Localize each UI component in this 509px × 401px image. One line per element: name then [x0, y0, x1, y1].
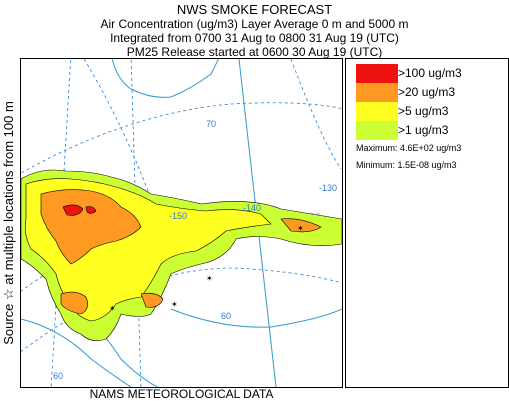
- release-info: PM25 Release started at 0600 30 Aug 19 (…: [126, 45, 383, 59]
- smoke-map[interactable]: 70 60 -150 -140 -130 60 ✶ ✶ ✶ ✶: [20, 58, 343, 388]
- lat-label-60: 60: [221, 311, 231, 321]
- integration-period: Integrated from 0700 31 Aug to 0800 31 A…: [110, 31, 399, 45]
- source-marker-icon: ✶: [171, 300, 178, 309]
- legend-swatch: [356, 64, 398, 83]
- source-marker-icon: ✶: [297, 224, 304, 233]
- source-markers: ✶ ✶ ✶ ✶: [109, 224, 304, 313]
- legend-panel: >100 ug/m3 >20 ug/m3 >5 ug/m3 >1 ug/m3 M…: [345, 58, 509, 388]
- lat-label-70: 70: [206, 119, 216, 129]
- source-marker-icon: ✶: [109, 304, 116, 313]
- lat-label-60-west: 60: [53, 371, 63, 381]
- graticule-labels: 70 60 -150 -140 -130 60: [53, 119, 337, 381]
- legend-label: >1 ug/m3: [398, 123, 449, 137]
- lon-label-140: -140: [243, 203, 261, 213]
- legend-label: >100 ug/m3: [398, 66, 462, 80]
- legend-swatch: [356, 121, 398, 140]
- map-canvas: 70 60 -150 -140 -130 60 ✶ ✶ ✶ ✶: [21, 59, 342, 387]
- source-label-text: Source ☆ at multiple locations from 100 …: [1, 101, 16, 345]
- lon-label-150: -150: [169, 211, 187, 221]
- smoke-regions: [21, 169, 342, 341]
- met-data-label: NAMS METEOROLOGICAL DATA: [89, 387, 274, 401]
- minimum-value: Minimum: 1.5E-08 ug/m3: [356, 160, 457, 170]
- forecast-title: NWS SMOKE FORECAST: [176, 2, 333, 17]
- source-side-label: Source ☆ at multiple locations from 100 …: [0, 58, 18, 388]
- legend-swatch: [356, 83, 398, 102]
- legend-label: >5 ug/m3: [398, 104, 449, 118]
- legend-label: >20 ug/m3: [398, 85, 456, 99]
- maximum-value: Maximum: 4.6E+02 ug/m3: [356, 143, 462, 153]
- source-marker-icon: ✶: [206, 274, 213, 283]
- concentration-subtitle: Air Concentration (ug/m3) Layer Average …: [100, 17, 409, 31]
- lon-label-130: -130: [319, 183, 337, 193]
- legend-swatch: [356, 102, 398, 121]
